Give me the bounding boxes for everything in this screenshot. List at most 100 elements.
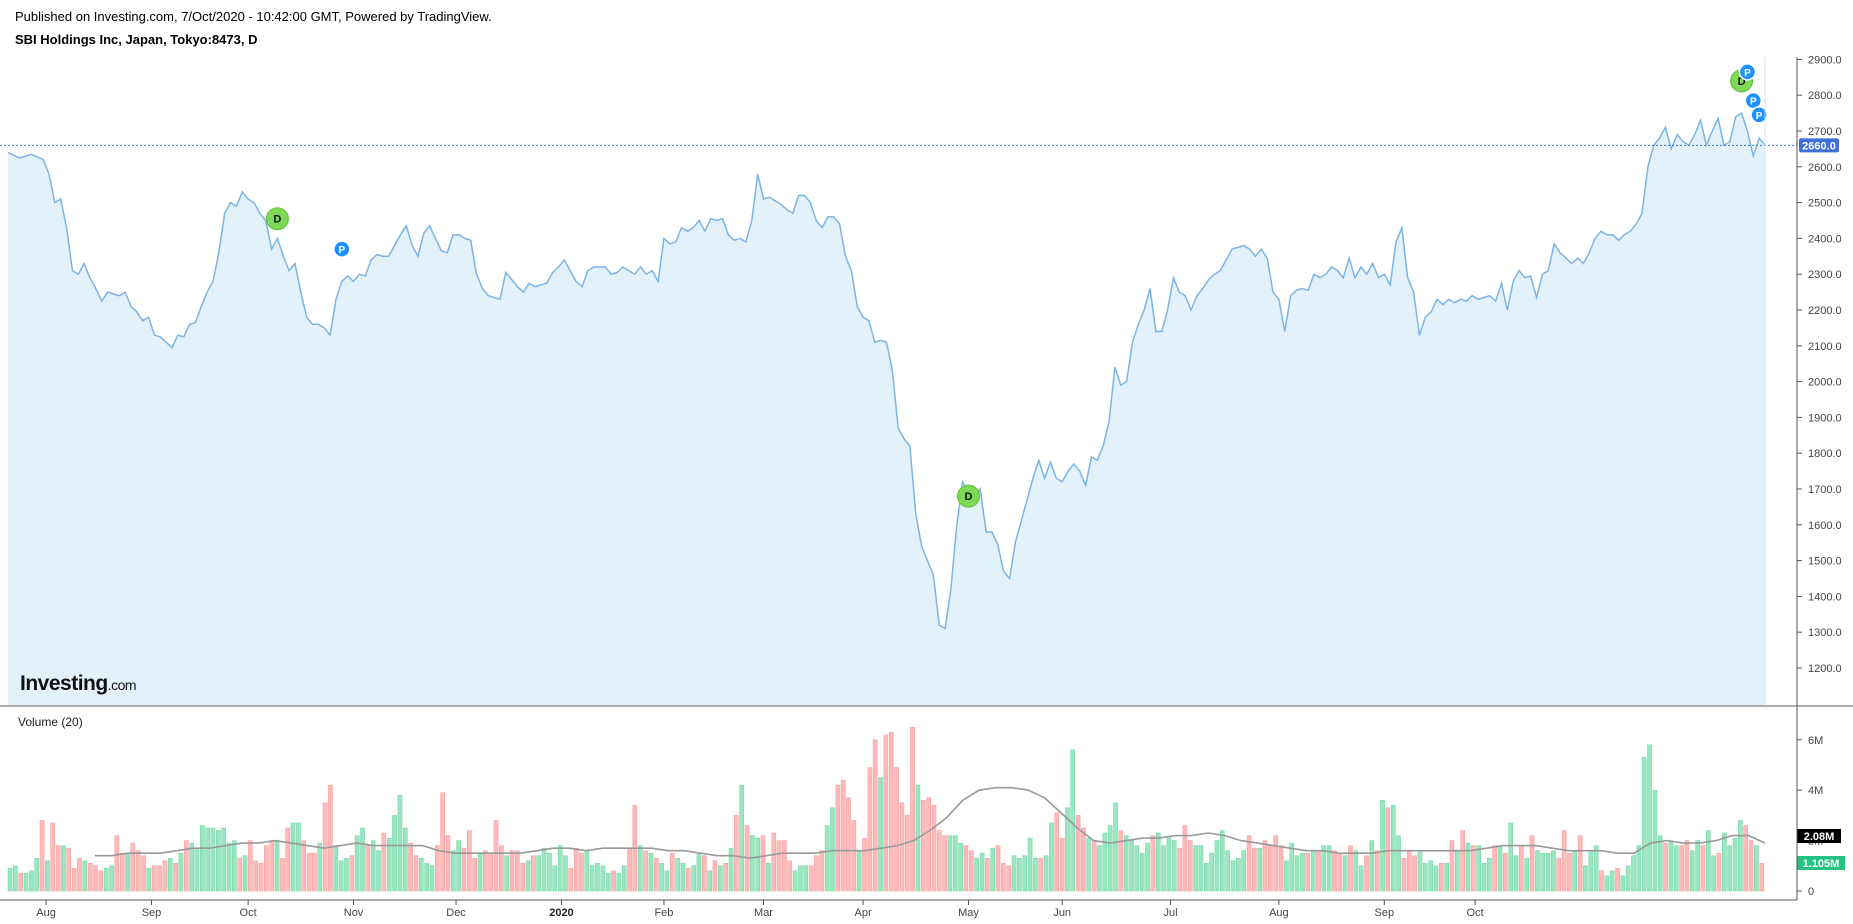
volume-bar	[600, 865, 606, 892]
symbol-title: SBI Holdings Inc, Japan, Tokyo:8473, D	[15, 32, 258, 47]
volume-bar	[1706, 830, 1711, 892]
volume-bar	[232, 840, 237, 892]
volume-bar	[691, 865, 696, 892]
volume-bar	[1257, 847, 1263, 892]
volume-bar	[509, 850, 515, 892]
price-tick-label: 2400.0	[1808, 233, 1842, 245]
volume-bar	[114, 835, 120, 892]
volume-bar	[515, 850, 520, 892]
volume-bar	[1358, 865, 1364, 892]
volume-bar	[616, 873, 622, 892]
volume-bar	[162, 860, 168, 892]
price-tick-label: 2500.0	[1808, 198, 1842, 210]
time-tick-label: Apr	[855, 907, 872, 919]
volume-bar	[408, 842, 413, 892]
volume-bar	[1679, 845, 1684, 892]
volume-bar	[109, 865, 114, 892]
volume-bar	[1406, 850, 1412, 892]
investing-logo: Investing.com	[20, 672, 136, 695]
volume-bar	[392, 815, 397, 892]
p-marker[interactable]: P	[333, 240, 351, 258]
volume-bar	[1038, 857, 1044, 892]
volume-bar	[183, 840, 189, 892]
p-marker[interactable]: P	[1750, 106, 1768, 124]
volume-bar	[1246, 835, 1252, 892]
volume-bar	[920, 800, 926, 892]
volume-bar	[98, 870, 104, 892]
volume-bar	[680, 863, 686, 892]
volume-bar	[237, 857, 242, 892]
volume-bar	[221, 827, 226, 892]
volume-bar	[338, 860, 344, 892]
price-tick-label: 2100.0	[1808, 341, 1842, 353]
volume-bar	[194, 847, 200, 892]
volume-bar	[173, 863, 178, 892]
volume-bar	[766, 863, 771, 892]
price-tick-label: 1300.0	[1808, 627, 1842, 639]
volume-bar	[750, 835, 755, 892]
volume-bar	[253, 860, 259, 892]
volume-bar	[1417, 850, 1423, 892]
volume-bar	[1300, 852, 1305, 892]
volume-bar	[728, 847, 734, 892]
volume-bar	[1551, 850, 1556, 892]
volume-bar	[1049, 822, 1054, 892]
volume-bar	[1695, 840, 1700, 892]
marker-label: D	[965, 491, 973, 503]
dividend-marker[interactable]: D	[956, 484, 980, 508]
volume-bar	[1241, 850, 1246, 892]
volume-bar	[1342, 855, 1348, 892]
volume-bar	[840, 779, 846, 892]
price-tick-label: 1200.0	[1808, 663, 1842, 675]
volume-bar	[488, 852, 493, 892]
volume-bar	[525, 860, 531, 892]
dividend-marker[interactable]: D	[265, 207, 289, 231]
volume-bar	[1230, 860, 1236, 892]
volume-bar	[1513, 855, 1519, 892]
volume-bar	[904, 815, 910, 892]
volume-bar	[23, 873, 29, 892]
volume-bar	[1722, 832, 1727, 892]
volume-bar	[851, 820, 857, 892]
marker-label: D	[273, 214, 281, 226]
volume-bar	[45, 860, 50, 892]
time-tick-label: Nov	[344, 907, 364, 919]
volume-bar	[1497, 845, 1503, 892]
volume-bar	[1738, 820, 1743, 892]
volume-bar	[1294, 855, 1300, 892]
volume-bar	[669, 852, 675, 892]
volume-bar	[1385, 807, 1391, 892]
volume-bar	[648, 852, 654, 892]
time-tick-label: Jun	[1053, 907, 1071, 919]
volume-bar	[61, 845, 66, 892]
p-marker[interactable]: P	[1738, 63, 1757, 81]
volume-bar	[1625, 865, 1631, 892]
volume-bar	[637, 845, 643, 892]
volume-bar	[846, 797, 851, 892]
volume-bar	[595, 863, 600, 892]
volume-bar	[782, 840, 787, 892]
volume-bar	[1364, 855, 1369, 892]
volume-bar	[1220, 830, 1225, 892]
volume-bar	[317, 842, 323, 892]
volume-bar	[867, 767, 873, 892]
volume-bar	[467, 830, 472, 892]
price-tick-label: 1700.0	[1808, 484, 1842, 496]
volume-bar	[1556, 857, 1562, 892]
volume-bar	[953, 835, 958, 892]
volume-bar	[1599, 870, 1604, 892]
volume-bar	[1086, 837, 1092, 892]
volume-bar	[205, 827, 210, 892]
time-tick-label: Aug	[1269, 907, 1289, 919]
volume-bar	[1428, 860, 1433, 892]
volume-bar	[1561, 830, 1567, 892]
volume-bar	[979, 852, 985, 892]
volume-bar	[1027, 837, 1033, 892]
volume-bar	[1422, 863, 1428, 892]
volume-bar	[803, 865, 809, 892]
volume-bar	[461, 847, 467, 892]
volume-bar	[1369, 840, 1375, 892]
volume-bar	[1059, 837, 1065, 892]
volume-bar	[1727, 845, 1732, 892]
